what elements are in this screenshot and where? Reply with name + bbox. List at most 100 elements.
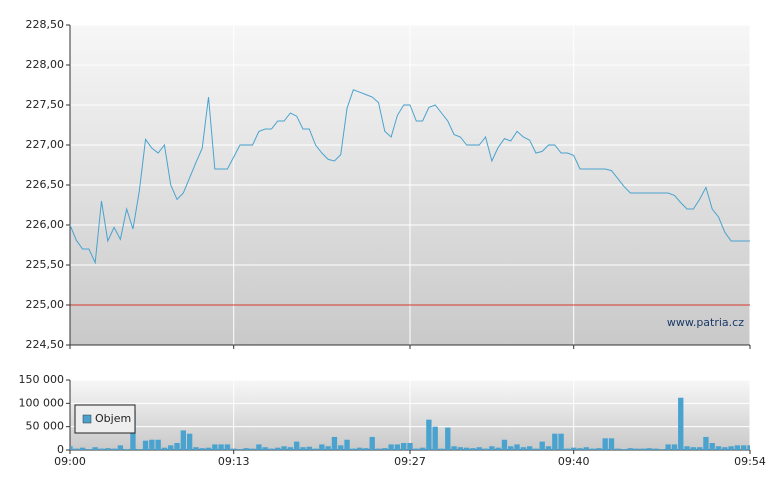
volume-bar xyxy=(526,446,533,450)
volume-bar xyxy=(312,448,319,450)
y-tick-label: 0 xyxy=(57,443,64,456)
volume-bar xyxy=(388,444,394,450)
volume-bar xyxy=(589,448,596,450)
volume-bar xyxy=(419,447,426,450)
volume-bar xyxy=(432,426,438,450)
volume-bar xyxy=(470,448,476,450)
volume-bar xyxy=(275,447,281,450)
volume-bar xyxy=(344,439,350,450)
volume-bar xyxy=(407,443,413,450)
y-tick-label: 226,00 xyxy=(26,218,65,231)
volume-bar xyxy=(155,439,161,450)
volume-bar xyxy=(306,446,312,450)
volume-bar xyxy=(659,449,665,450)
volume-bar xyxy=(73,448,79,450)
volume-bar xyxy=(338,445,344,450)
volume-bar xyxy=(728,446,734,450)
volume-bar xyxy=(331,436,338,450)
volume-bar xyxy=(508,446,514,450)
volume-bar xyxy=(168,445,174,450)
y-tick-label: 100 000 xyxy=(19,396,65,409)
volume-bar xyxy=(741,445,747,450)
volume-bar xyxy=(571,447,577,450)
volume-bar xyxy=(722,447,728,450)
volume-bar xyxy=(205,447,212,450)
volume-bar xyxy=(558,433,564,450)
volume-bar xyxy=(633,448,640,450)
volume-bar xyxy=(293,441,300,450)
volume-bar xyxy=(243,448,249,450)
volume-bar xyxy=(489,446,495,450)
volume-bar xyxy=(319,444,325,450)
volume-bar xyxy=(174,443,180,450)
y-tick-label: 227,50 xyxy=(26,98,65,111)
watermark: www.patria.cz xyxy=(667,316,744,329)
legend-swatch xyxy=(82,414,92,424)
volume-bar xyxy=(186,433,193,450)
volume-bar xyxy=(193,447,199,450)
volume-bar xyxy=(401,443,407,450)
volume-bar xyxy=(363,448,369,450)
y-tick-label: 225,00 xyxy=(26,298,65,311)
volume-bar xyxy=(445,427,451,450)
volume-bar xyxy=(300,447,306,450)
volume-bar xyxy=(92,447,98,450)
volume-bar xyxy=(671,444,678,450)
y-tick-label: 228,00 xyxy=(26,58,65,71)
volume-bar xyxy=(268,448,275,450)
volume-bar xyxy=(394,444,401,450)
volume-bar xyxy=(696,447,703,450)
volume-bar xyxy=(665,444,671,450)
y-tick-label: 226,50 xyxy=(26,178,65,191)
volume-bar xyxy=(652,448,659,450)
volume-bar xyxy=(703,436,709,450)
volume-bar xyxy=(577,448,583,450)
volume-bar xyxy=(356,447,363,450)
volume-bar xyxy=(287,447,294,450)
volume-bar xyxy=(646,448,652,450)
volume-bar xyxy=(709,443,715,450)
volume-bar xyxy=(734,445,741,450)
volume-bar xyxy=(79,447,86,450)
volume-bar xyxy=(105,448,111,450)
volume-bar xyxy=(111,448,117,450)
volume-bar xyxy=(369,436,375,450)
legend-label: Objem xyxy=(95,412,131,425)
y-tick-label: 224,50 xyxy=(26,338,65,351)
volume-bar xyxy=(161,447,168,450)
volume-bar xyxy=(117,445,124,450)
volume-bar xyxy=(690,447,697,450)
y-tick-label: 228,50 xyxy=(26,18,65,31)
volume-bar xyxy=(70,446,73,450)
volume-bar xyxy=(350,448,357,450)
volume-bar xyxy=(438,448,445,450)
volume-bar xyxy=(413,448,419,450)
volume-bar xyxy=(501,439,508,450)
y-tick-label: 150 000 xyxy=(19,373,65,386)
volume-bar xyxy=(262,447,268,450)
volume-bar xyxy=(539,441,545,450)
volume-bar xyxy=(224,444,231,450)
volume-bar xyxy=(621,449,627,450)
price-line xyxy=(69,89,750,265)
volume-bar xyxy=(564,448,571,450)
volume-bar xyxy=(482,448,489,450)
volume-bar xyxy=(281,446,287,450)
volume-bar xyxy=(615,448,621,450)
x-tick-label: 09:00 xyxy=(54,455,86,468)
volume-bar xyxy=(136,449,142,450)
volume-bar xyxy=(627,448,634,450)
volume-bar xyxy=(640,448,646,450)
volume-bar xyxy=(583,447,589,450)
y-tick-label: 50 000 xyxy=(26,420,65,433)
volume-bar xyxy=(199,448,205,450)
volume-bar xyxy=(149,439,155,450)
volume-bar xyxy=(608,438,615,450)
volume-bar xyxy=(249,448,256,450)
volume-bar xyxy=(451,446,457,450)
volume-bar xyxy=(212,444,218,450)
volume-bar xyxy=(457,447,464,450)
volume-bar xyxy=(463,447,470,450)
volume-bar xyxy=(142,440,149,450)
